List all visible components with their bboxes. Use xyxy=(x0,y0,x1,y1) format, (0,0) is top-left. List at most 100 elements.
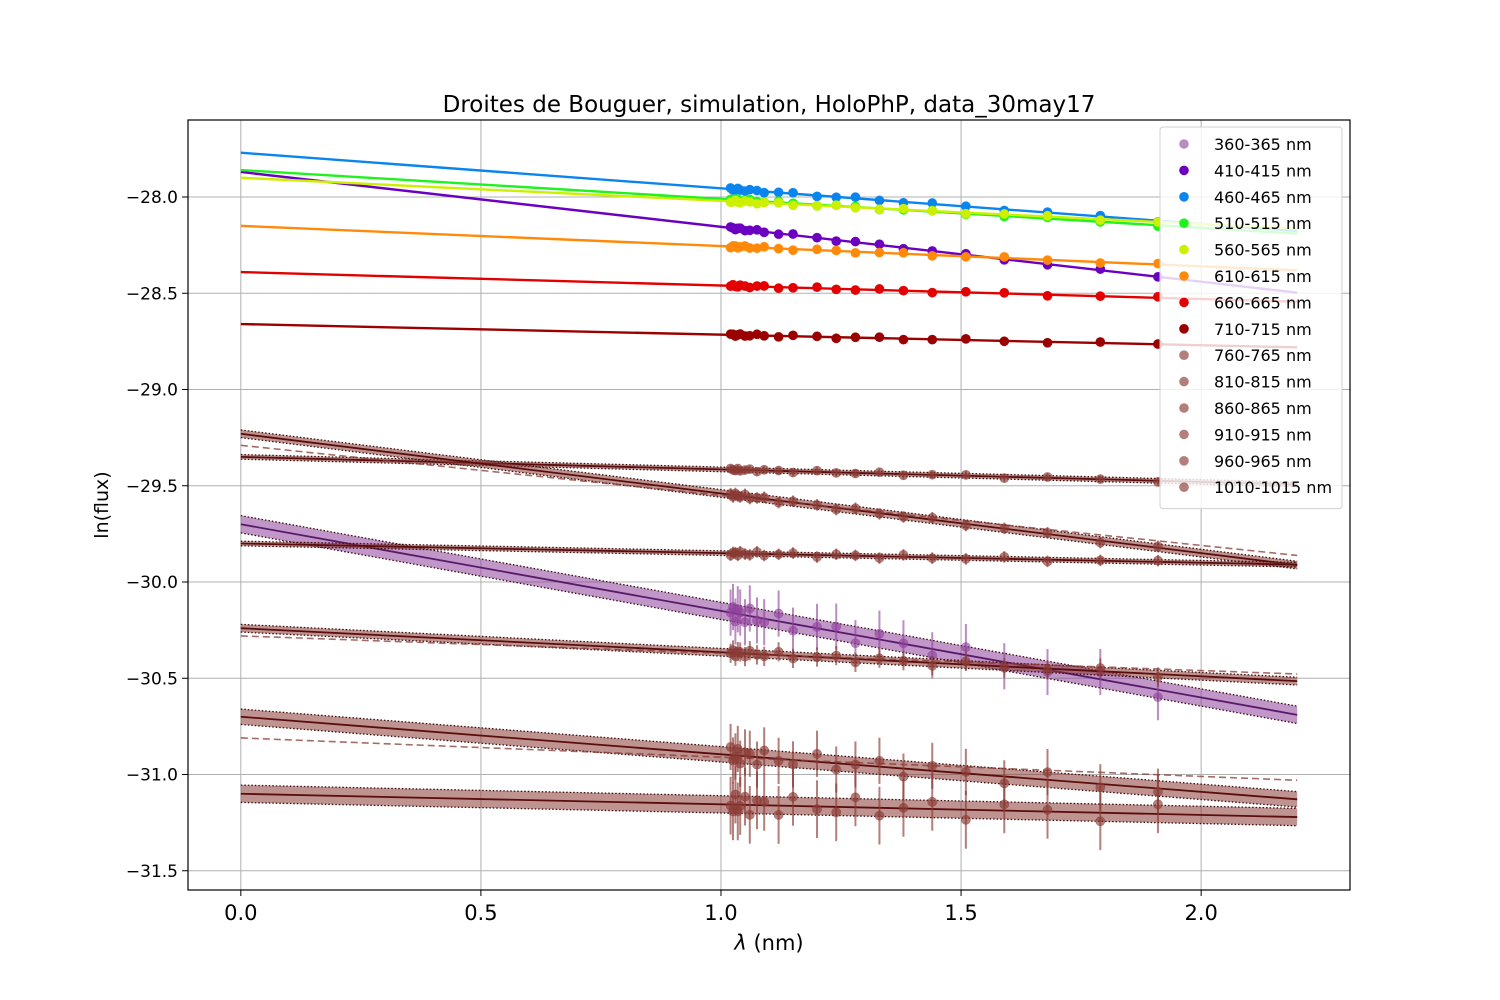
y-tick-label: −31.5 xyxy=(126,862,178,882)
data-point xyxy=(1095,537,1106,548)
x-axis-variable: λ xyxy=(733,931,746,955)
data-point xyxy=(773,243,784,254)
data-point xyxy=(927,660,938,671)
data-point xyxy=(788,496,798,507)
y-tick-label: −31.0 xyxy=(126,766,178,786)
data-point xyxy=(850,759,861,770)
data-point xyxy=(1153,692,1163,703)
data-point xyxy=(850,657,861,668)
data-point xyxy=(874,247,885,258)
series-group xyxy=(240,151,1298,233)
data-point xyxy=(874,628,885,639)
data-point xyxy=(812,500,822,510)
data-point xyxy=(874,195,885,206)
band-lower-bound xyxy=(240,436,1298,570)
data-point xyxy=(759,464,770,475)
y-tick-label: −30.5 xyxy=(126,669,178,689)
data-point xyxy=(759,550,770,561)
data-point xyxy=(812,200,822,211)
data-point xyxy=(831,621,842,632)
series-group xyxy=(240,270,1298,303)
reference-line xyxy=(240,737,1298,782)
data-point xyxy=(831,650,842,661)
data-point xyxy=(740,791,750,802)
data-point xyxy=(831,284,842,295)
y-tick-label: −29.5 xyxy=(126,477,178,497)
fit-line xyxy=(240,224,1298,272)
data-point xyxy=(999,473,1010,484)
data-point xyxy=(960,333,971,344)
data-point xyxy=(874,553,885,563)
legend-label: 910-915 nm xyxy=(1214,425,1312,444)
data-point xyxy=(759,227,770,238)
data-point xyxy=(1042,804,1053,815)
y-tick-label: −30.0 xyxy=(126,573,178,593)
data-point xyxy=(788,245,798,256)
data-point xyxy=(812,652,822,662)
legend-marker xyxy=(1179,324,1189,334)
band-upper-bound xyxy=(240,784,1298,810)
data-point xyxy=(927,469,938,480)
legend: 360-365 nm 410-415 nm 460-465 nm 510-515 nm… xyxy=(1159,126,1343,510)
data-point xyxy=(773,755,784,766)
data-point xyxy=(1095,816,1106,827)
data-point xyxy=(850,792,861,803)
fit-line xyxy=(240,432,1298,566)
data-point xyxy=(788,229,798,239)
data-point xyxy=(1095,663,1106,673)
data-point xyxy=(1095,215,1106,226)
data-point xyxy=(831,236,842,247)
series-group xyxy=(240,540,1298,568)
data-point xyxy=(788,330,798,341)
data-point xyxy=(744,603,755,614)
data-point xyxy=(1153,555,1163,566)
data-point xyxy=(812,748,822,759)
data-point xyxy=(960,554,971,564)
data-point xyxy=(831,549,842,560)
series-group xyxy=(240,765,1298,851)
band-lower-bound xyxy=(240,801,1298,827)
data-point xyxy=(759,241,770,252)
y-tick-label: −29.0 xyxy=(126,381,178,401)
data-point xyxy=(927,334,938,345)
data-point xyxy=(1042,665,1053,675)
data-point xyxy=(850,192,861,203)
x-tick-label: 0.0 xyxy=(224,901,257,925)
fit-line xyxy=(240,542,1298,566)
legend-label: 660-665 nm xyxy=(1214,293,1312,312)
data-point xyxy=(898,802,909,813)
data-point xyxy=(773,810,784,820)
legend-label: 1010-1015 nm xyxy=(1214,478,1332,497)
data-point xyxy=(999,209,1010,219)
data-point xyxy=(773,331,784,342)
data-point xyxy=(874,204,885,215)
data-point xyxy=(759,187,770,198)
x-axis-label: λ (nm) xyxy=(733,931,803,955)
data-point xyxy=(898,203,909,214)
data-point xyxy=(874,332,885,343)
series-group xyxy=(240,623,1298,687)
y-tick-label: −28.5 xyxy=(126,284,178,304)
band-lower-bound xyxy=(240,631,1298,686)
data-point xyxy=(773,549,784,560)
legend-marker xyxy=(1179,297,1189,308)
y-axis-label: ln(flux) xyxy=(91,471,113,538)
data-point xyxy=(927,205,938,216)
data-point xyxy=(812,232,822,243)
data-point xyxy=(1153,541,1163,552)
data-point xyxy=(850,285,861,295)
x-tick-label: 0.5 xyxy=(464,901,497,925)
data-point xyxy=(1095,291,1106,302)
data-point xyxy=(874,284,885,294)
data-point xyxy=(850,247,861,258)
legend-label: 360-365 nm xyxy=(1214,135,1312,154)
legend-marker xyxy=(1179,429,1189,440)
fit-line xyxy=(240,523,1298,716)
data-point xyxy=(898,638,909,649)
band-lower-bound xyxy=(240,532,1298,725)
data-point xyxy=(874,508,885,519)
data-point xyxy=(927,761,938,771)
fit-line xyxy=(240,792,1298,818)
data-point xyxy=(999,799,1010,810)
data-point xyxy=(960,767,971,777)
